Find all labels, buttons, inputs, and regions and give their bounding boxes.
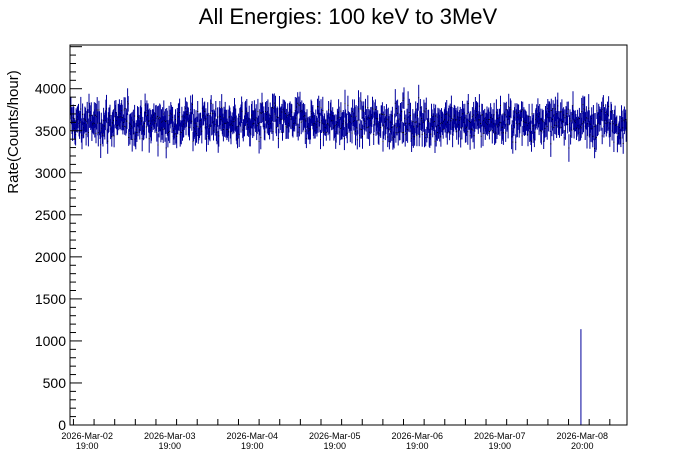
x-tick-time: 19:00 bbox=[241, 441, 264, 451]
x-tick-date: 2026-Mar-03 bbox=[144, 431, 196, 441]
plot-frame bbox=[69, 44, 628, 426]
y-tick-label: 3000 bbox=[35, 165, 66, 181]
x-tick-time: 19:00 bbox=[158, 441, 181, 451]
x-tick-date: 2026-Mar-08 bbox=[557, 431, 609, 441]
x-tick-time: 19:00 bbox=[323, 441, 346, 451]
x-tick-time: 19:00 bbox=[76, 441, 99, 451]
y-tick-label: 4000 bbox=[35, 81, 66, 97]
x-tick-time: 19:00 bbox=[406, 441, 429, 451]
y-tick-label: 3500 bbox=[35, 123, 66, 139]
x-tick-time: 20:00 bbox=[571, 441, 594, 451]
x-tick-date: 2026-Mar-05 bbox=[309, 431, 361, 441]
x-tick-date: 2026-Mar-04 bbox=[226, 431, 278, 441]
chart-title: All Energies: 100 keV to 3MeV bbox=[198, 4, 498, 29]
x-tick-date: 2026-Mar-02 bbox=[61, 431, 113, 441]
x-tick-time: 19:00 bbox=[489, 441, 512, 451]
x-tick-date: 2026-Mar-06 bbox=[391, 431, 443, 441]
y-tick-label: 0 bbox=[58, 417, 66, 433]
y-tick-label: 1500 bbox=[35, 291, 66, 307]
x-tick-date: 2026-Mar-07 bbox=[474, 431, 526, 441]
y-tick-label: 1000 bbox=[35, 333, 66, 349]
y-tick-label: 2500 bbox=[35, 207, 66, 223]
y-tick-label: 500 bbox=[43, 375, 67, 391]
y-axis-label: Rate(Counts/hour) bbox=[5, 70, 22, 193]
y-tick-label: 2000 bbox=[35, 249, 66, 265]
